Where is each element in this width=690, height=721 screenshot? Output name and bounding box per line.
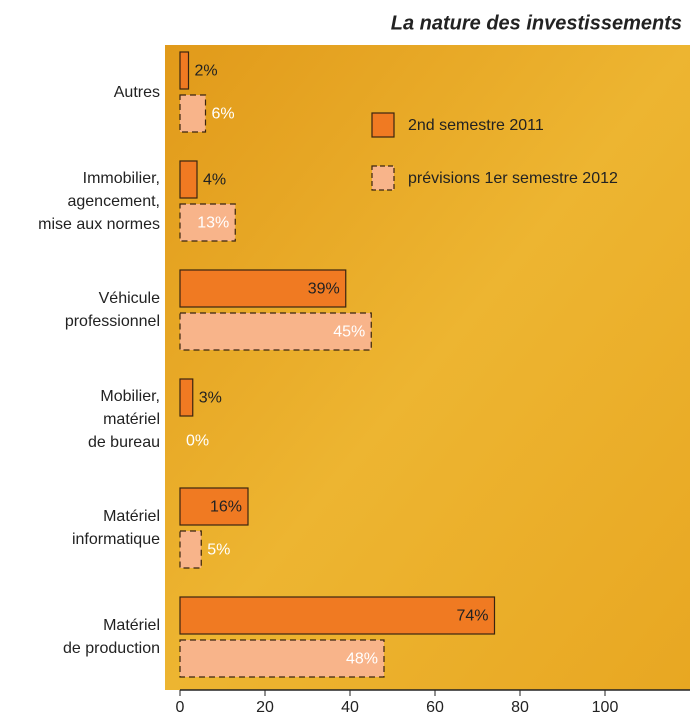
page: La nature des investissements 0 20 40 60 80 1…: [0, 0, 690, 721]
chart-title: La nature des investissements: [391, 12, 682, 34]
value-label: 39%: [308, 281, 340, 298]
bar: [180, 161, 197, 198]
value-label: 16%: [210, 499, 242, 516]
value-label: 5%: [207, 542, 230, 559]
value-label: 2%: [195, 63, 218, 80]
x-tick-label: 60: [426, 699, 444, 716]
bar: [180, 52, 189, 89]
x-tick-label: 80: [511, 699, 529, 716]
bar: [180, 379, 193, 416]
category-label: Mobilier, matériel de bureau: [0, 385, 160, 454]
x-tick-label: 40: [341, 699, 359, 716]
legend-swatch: [372, 166, 394, 190]
x-tick-label: 20: [256, 699, 274, 716]
bar: [180, 95, 206, 132]
value-label: 48%: [346, 651, 378, 668]
category-label: Véhicule professionnel: [0, 287, 160, 333]
value-label: 13%: [197, 215, 229, 232]
bar: [180, 531, 201, 568]
legend-label: 2nd semestre 2011: [408, 117, 544, 134]
bar: [180, 597, 495, 634]
value-label: 0%: [186, 433, 209, 450]
category-label: Matériel informatique: [0, 505, 160, 551]
category-label: Autres: [0, 81, 160, 104]
legend-swatch: [372, 113, 394, 137]
category-label: Immobilier, agencement, mise aux normes: [0, 167, 160, 236]
x-tick-label: 0: [176, 699, 185, 716]
value-label: 3%: [199, 390, 222, 407]
value-label: 45%: [333, 324, 365, 341]
value-label: 6%: [212, 106, 235, 123]
value-label: 74%: [456, 608, 488, 625]
category-label: Matériel de production: [0, 614, 160, 660]
background: [165, 45, 690, 690]
chart: La nature des investissements 0 20 40 60 80 1…: [0, 0, 690, 721]
legend-label: prévisions 1er semestre 2012: [408, 170, 618, 187]
x-tick-label: 100: [592, 699, 619, 716]
value-label: 4%: [203, 172, 226, 189]
